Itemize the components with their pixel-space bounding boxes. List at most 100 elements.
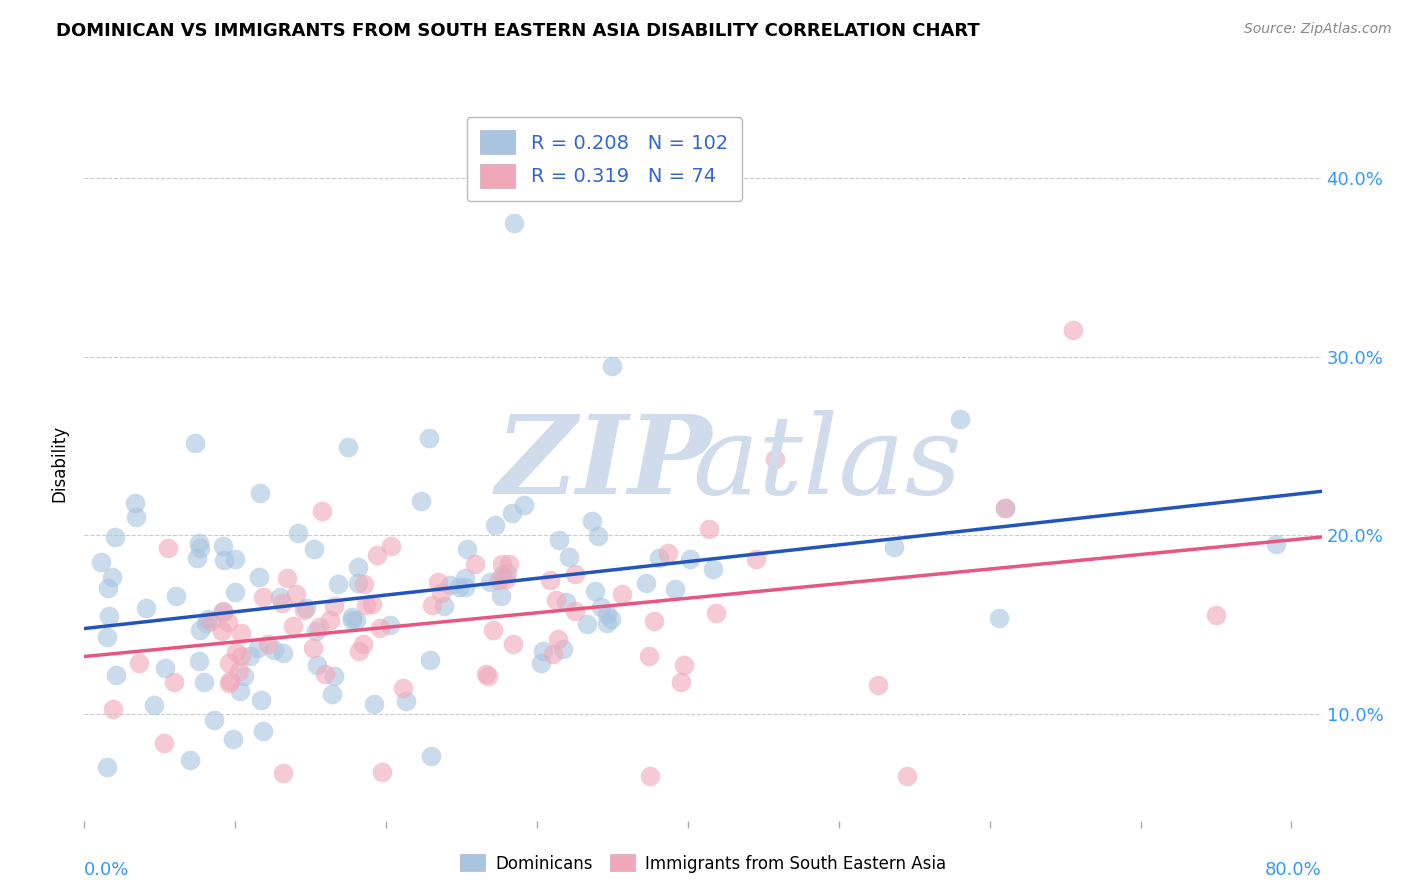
Point xyxy=(600,613,623,627)
Point xyxy=(418,431,440,445)
Point xyxy=(395,693,418,707)
Point xyxy=(195,615,218,630)
Point xyxy=(347,644,370,658)
Point xyxy=(380,617,402,632)
Point xyxy=(218,674,240,689)
Point xyxy=(672,657,695,672)
Point xyxy=(583,584,606,599)
Point xyxy=(247,570,270,584)
Point xyxy=(98,609,121,624)
Point xyxy=(326,576,349,591)
Point xyxy=(564,604,586,618)
Point xyxy=(104,668,127,682)
Point xyxy=(657,546,679,560)
Point xyxy=(202,714,225,728)
Point xyxy=(439,578,461,592)
Point xyxy=(229,626,252,640)
Point xyxy=(1062,323,1084,337)
Point xyxy=(319,613,342,627)
Point xyxy=(218,656,240,670)
Point xyxy=(419,748,441,763)
Point xyxy=(212,552,235,566)
Text: 0.0%: 0.0% xyxy=(84,861,129,879)
Point xyxy=(643,614,665,628)
Point xyxy=(308,620,330,634)
Point xyxy=(200,614,222,628)
Point xyxy=(669,675,692,690)
Point xyxy=(217,615,239,629)
Text: atlas: atlas xyxy=(692,410,962,517)
Point xyxy=(222,731,245,746)
Point xyxy=(366,548,388,562)
Point xyxy=(239,649,262,664)
Point xyxy=(948,412,970,426)
Point xyxy=(419,653,441,667)
Point xyxy=(252,724,274,739)
Point xyxy=(97,581,120,595)
Point xyxy=(664,582,686,597)
Point xyxy=(269,590,291,604)
Point xyxy=(456,542,478,557)
Point xyxy=(478,575,501,590)
Point xyxy=(229,649,252,664)
Point xyxy=(988,610,1011,624)
Point xyxy=(371,765,394,780)
Point xyxy=(283,618,305,632)
Point xyxy=(380,539,402,553)
Point xyxy=(165,589,187,603)
Y-axis label: Disability: Disability xyxy=(51,425,69,502)
Point xyxy=(224,551,246,566)
Point xyxy=(292,603,315,617)
Point xyxy=(271,766,294,780)
Point xyxy=(276,571,298,585)
Point xyxy=(257,637,280,651)
Point xyxy=(302,542,325,557)
Point xyxy=(498,557,520,571)
Point xyxy=(271,647,294,661)
Legend: Dominicans, Immigrants from South Eastern Asia: Dominicans, Immigrants from South Easter… xyxy=(454,847,952,880)
Point xyxy=(551,642,574,657)
Point xyxy=(246,640,269,655)
Point xyxy=(541,647,564,661)
Point xyxy=(529,656,551,670)
Point xyxy=(454,581,477,595)
Point xyxy=(502,637,524,651)
Point xyxy=(90,555,112,569)
Point xyxy=(638,769,661,783)
Point xyxy=(588,529,610,543)
Point xyxy=(896,769,918,783)
Point xyxy=(193,674,215,689)
Point xyxy=(228,664,250,678)
Point xyxy=(284,587,307,601)
Point xyxy=(548,533,571,548)
Point xyxy=(883,540,905,554)
Point xyxy=(124,495,146,509)
Text: DOMINICAN VS IMMIGRANTS FROM SOUTH EASTERN ASIA DISABILITY CORRELATION CHART: DOMINICAN VS IMMIGRANTS FROM SOUTH EASTE… xyxy=(56,22,980,40)
Point xyxy=(212,605,235,619)
Point xyxy=(610,587,633,601)
Point xyxy=(125,510,148,524)
Point xyxy=(433,599,456,613)
Point xyxy=(488,574,510,588)
Point xyxy=(638,649,661,664)
Point xyxy=(427,575,450,590)
Point xyxy=(155,661,177,675)
Point xyxy=(484,517,506,532)
Point xyxy=(142,698,165,712)
Point xyxy=(263,642,285,657)
Point xyxy=(581,515,603,529)
Point xyxy=(353,577,375,591)
Point xyxy=(495,566,517,580)
Point xyxy=(186,550,208,565)
Point xyxy=(477,669,499,683)
Point xyxy=(157,541,180,556)
Point xyxy=(491,557,513,571)
Point xyxy=(602,359,624,373)
Point xyxy=(183,436,205,450)
Point xyxy=(252,590,274,604)
Point xyxy=(271,596,294,610)
Point xyxy=(218,675,240,690)
Point xyxy=(314,667,336,681)
Point xyxy=(495,572,517,586)
Point xyxy=(135,601,157,615)
